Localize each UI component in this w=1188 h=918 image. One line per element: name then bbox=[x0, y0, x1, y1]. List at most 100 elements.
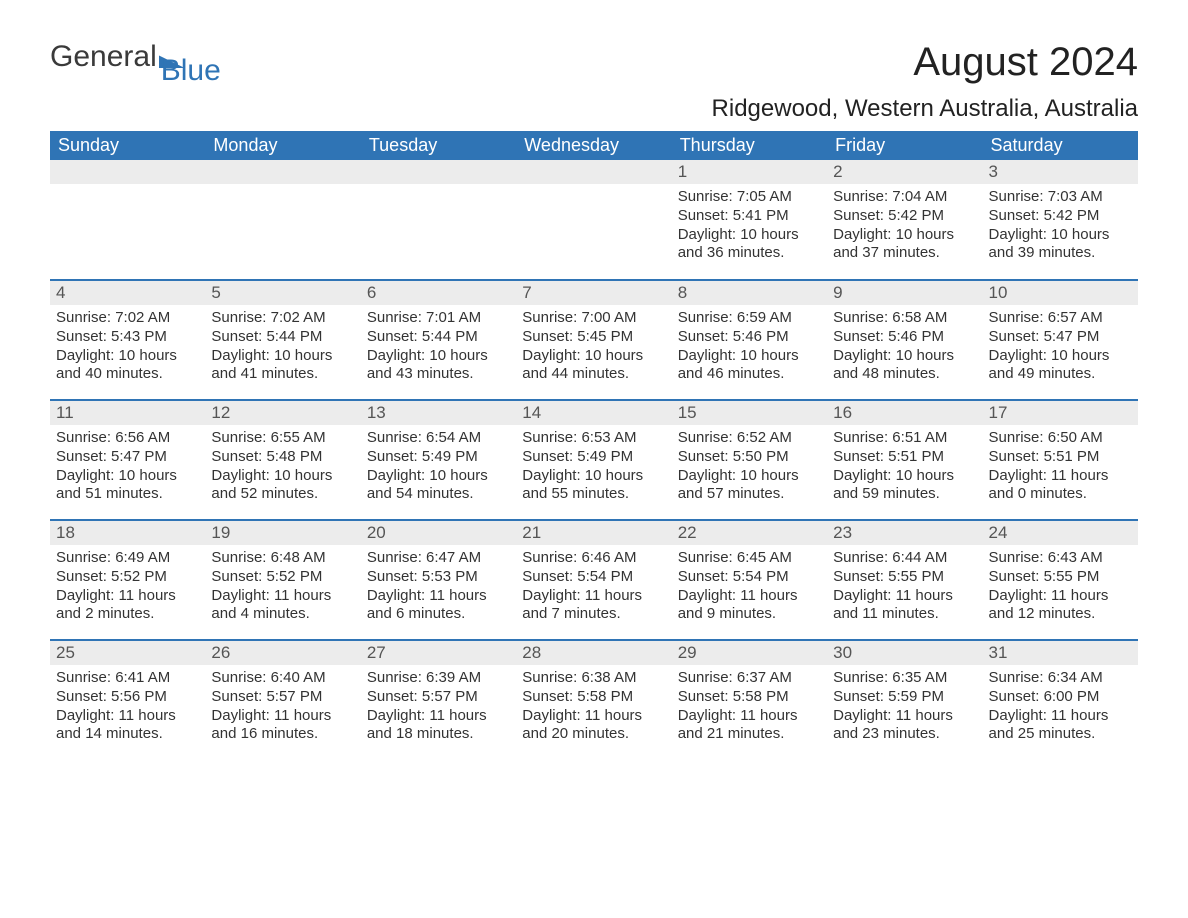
daylight-text: Daylight: 10 hours and 51 minutes. bbox=[56, 467, 199, 505]
col-friday: Friday bbox=[827, 131, 982, 160]
day-detail: Sunrise: 7:05 AMSunset: 5:41 PMDaylight:… bbox=[672, 184, 827, 271]
day-number: 4 bbox=[50, 281, 205, 305]
sunrise-text: Sunrise: 6:38 AM bbox=[522, 669, 665, 688]
calendar-week-row: 1Sunrise: 7:05 AMSunset: 5:41 PMDaylight… bbox=[50, 160, 1138, 280]
col-wednesday: Wednesday bbox=[516, 131, 671, 160]
day-number: 22 bbox=[672, 521, 827, 545]
day-number: 2 bbox=[827, 160, 982, 184]
calendar-cell bbox=[50, 160, 205, 280]
sunset-text: Sunset: 5:54 PM bbox=[678, 568, 821, 587]
day-number: 14 bbox=[516, 401, 671, 425]
calendar-cell: 19Sunrise: 6:48 AMSunset: 5:52 PMDayligh… bbox=[205, 520, 360, 640]
calendar-cell: 25Sunrise: 6:41 AMSunset: 5:56 PMDayligh… bbox=[50, 640, 205, 760]
sunset-text: Sunset: 5:52 PM bbox=[56, 568, 199, 587]
day-number: 17 bbox=[983, 401, 1138, 425]
calendar-cell: 18 Sunrise: 6:49 AMSunset: 5:52 PMDayligh… bbox=[50, 520, 205, 640]
sunrise-text: Sunrise: 7:03 AM bbox=[989, 188, 1132, 207]
calendar-cell: 1Sunrise: 7:05 AMSunset: 5:41 PMDaylight… bbox=[672, 160, 827, 280]
day-number bbox=[361, 160, 516, 184]
calendar-cell: 3Sunrise: 7:03 AMSunset: 5:42 PMDaylight… bbox=[983, 160, 1138, 280]
calendar-table: Sunday Monday Tuesday Wednesday Thursday… bbox=[50, 131, 1138, 760]
daylight-text: Daylight: 10 hours and 57 minutes. bbox=[678, 467, 821, 505]
day-number: 31 bbox=[983, 641, 1138, 665]
sunset-text: Sunset: 5:48 PM bbox=[211, 448, 354, 467]
col-thursday: Thursday bbox=[672, 131, 827, 160]
day-number: 27 bbox=[361, 641, 516, 665]
day-number: 20 bbox=[361, 521, 516, 545]
sunset-text: Sunset: 5:57 PM bbox=[211, 688, 354, 707]
page-title: August 2024 bbox=[712, 40, 1138, 85]
day-number: 18 bbox=[50, 521, 205, 545]
sunset-text: Sunset: 5:57 PM bbox=[367, 688, 510, 707]
calendar-week-row: 25Sunrise: 6:41 AMSunset: 5:56 PMDayligh… bbox=[50, 640, 1138, 760]
daylight-text: Daylight: 11 hours and 6 minutes. bbox=[367, 587, 510, 625]
day-detail: Sunrise: 7:02 AMSunset: 5:43 PMDaylight:… bbox=[50, 305, 205, 392]
sunset-text: Sunset: 6:00 PM bbox=[989, 688, 1132, 707]
sunset-text: Sunset: 5:47 PM bbox=[56, 448, 199, 467]
day-detail: Sunrise: 7:01 AMSunset: 5:44 PMDaylight:… bbox=[361, 305, 516, 392]
calendar-cell: 14Sunrise: 6:53 AMSunset: 5:49 PMDayligh… bbox=[516, 400, 671, 520]
calendar-cell: 12Sunrise: 6:55 AMSunset: 5:48 PMDayligh… bbox=[205, 400, 360, 520]
day-detail: Sunrise: 6:41 AMSunset: 5:56 PMDaylight:… bbox=[50, 665, 205, 752]
day-number: 30 bbox=[827, 641, 982, 665]
daylight-text: Daylight: 10 hours and 40 minutes. bbox=[56, 347, 199, 385]
daylight-text: Daylight: 11 hours and 9 minutes. bbox=[678, 587, 821, 625]
day-detail: Sunrise: 6:54 AMSunset: 5:49 PMDaylight:… bbox=[361, 425, 516, 512]
day-detail: Sunrise: 6:37 AMSunset: 5:58 PMDaylight:… bbox=[672, 665, 827, 752]
calendar-cell: 10Sunrise: 6:57 AMSunset: 5:47 PMDayligh… bbox=[983, 280, 1138, 400]
day-number: 3 bbox=[983, 160, 1138, 184]
day-detail: Sunrise: 6:34 AMSunset: 6:00 PMDaylight:… bbox=[983, 665, 1138, 752]
sunset-text: Sunset: 5:53 PM bbox=[367, 568, 510, 587]
sunset-text: Sunset: 5:43 PM bbox=[56, 328, 199, 347]
day-number: 28 bbox=[516, 641, 671, 665]
daylight-text: Daylight: 11 hours and 20 minutes. bbox=[522, 707, 665, 745]
day-number: 15 bbox=[672, 401, 827, 425]
calendar-cell bbox=[205, 160, 360, 280]
sunrise-text: Sunrise: 6:46 AM bbox=[522, 549, 665, 568]
calendar-cell: 24Sunrise: 6:43 AMSunset: 5:55 PMDayligh… bbox=[983, 520, 1138, 640]
sunrise-text: Sunrise: 6:54 AM bbox=[367, 429, 510, 448]
sunset-text: Sunset: 5:41 PM bbox=[678, 207, 821, 226]
sunrise-text: Sunrise: 7:01 AM bbox=[367, 309, 510, 328]
calendar-cell: 22Sunrise: 6:45 AMSunset: 5:54 PMDayligh… bbox=[672, 520, 827, 640]
daylight-text: Daylight: 11 hours and 14 minutes. bbox=[56, 707, 199, 745]
day-detail: Sunrise: 7:03 AMSunset: 5:42 PMDaylight:… bbox=[983, 184, 1138, 271]
daylight-text: Daylight: 10 hours and 43 minutes. bbox=[367, 347, 510, 385]
day-number: 9 bbox=[827, 281, 982, 305]
sunset-text: Sunset: 5:46 PM bbox=[678, 328, 821, 347]
sunrise-text: Sunrise: 6:56 AM bbox=[56, 429, 199, 448]
sunrise-text: Sunrise: 6:35 AM bbox=[833, 669, 976, 688]
daylight-text: Daylight: 11 hours and 2 minutes. bbox=[56, 587, 199, 625]
sunset-text: Sunset: 5:46 PM bbox=[833, 328, 976, 347]
day-number: 12 bbox=[205, 401, 360, 425]
day-detail: Sunrise: 6:38 AMSunset: 5:58 PMDaylight:… bbox=[516, 665, 671, 752]
day-detail: Sunrise: 6:50 AMSunset: 5:51 PMDaylight:… bbox=[983, 425, 1138, 512]
calendar-cell bbox=[516, 160, 671, 280]
day-number: 26 bbox=[205, 641, 360, 665]
daylight-text: Daylight: 11 hours and 18 minutes. bbox=[367, 707, 510, 745]
day-number: 8 bbox=[672, 281, 827, 305]
sunset-text: Sunset: 5:55 PM bbox=[989, 568, 1132, 587]
calendar-cell: 7Sunrise: 7:00 AMSunset: 5:45 PMDaylight… bbox=[516, 280, 671, 400]
sunset-text: Sunset: 5:45 PM bbox=[522, 328, 665, 347]
day-detail: Sunrise: 6:58 AMSunset: 5:46 PMDaylight:… bbox=[827, 305, 982, 392]
daylight-text: Daylight: 10 hours and 48 minutes. bbox=[833, 347, 976, 385]
day-detail: Sunrise: 6:39 AMSunset: 5:57 PMDaylight:… bbox=[361, 665, 516, 752]
day-detail: Sunrise: 6:57 AMSunset: 5:47 PMDaylight:… bbox=[983, 305, 1138, 392]
calendar-cell: 5Sunrise: 7:02 AMSunset: 5:44 PMDaylight… bbox=[205, 280, 360, 400]
calendar-week-row: 4Sunrise: 7:02 AMSunset: 5:43 PMDaylight… bbox=[50, 280, 1138, 400]
daylight-text: Daylight: 11 hours and 4 minutes. bbox=[211, 587, 354, 625]
calendar-cell: 13Sunrise: 6:54 AMSunset: 5:49 PMDayligh… bbox=[361, 400, 516, 520]
daylight-text: Daylight: 10 hours and 37 minutes. bbox=[833, 226, 976, 264]
sunrise-text: Sunrise: 6:49 AM bbox=[56, 549, 199, 568]
daylight-text: Daylight: 11 hours and 16 minutes. bbox=[211, 707, 354, 745]
sunrise-text: Sunrise: 6:53 AM bbox=[522, 429, 665, 448]
sunrise-text: Sunrise: 7:02 AM bbox=[56, 309, 199, 328]
day-number bbox=[205, 160, 360, 184]
day-number: 7 bbox=[516, 281, 671, 305]
daylight-text: Daylight: 11 hours and 25 minutes. bbox=[989, 707, 1132, 745]
daylight-text: Daylight: 10 hours and 52 minutes. bbox=[211, 467, 354, 505]
daylight-text: Daylight: 11 hours and 7 minutes. bbox=[522, 587, 665, 625]
day-number: 10 bbox=[983, 281, 1138, 305]
calendar-cell: 26Sunrise: 6:40 AMSunset: 5:57 PMDayligh… bbox=[205, 640, 360, 760]
